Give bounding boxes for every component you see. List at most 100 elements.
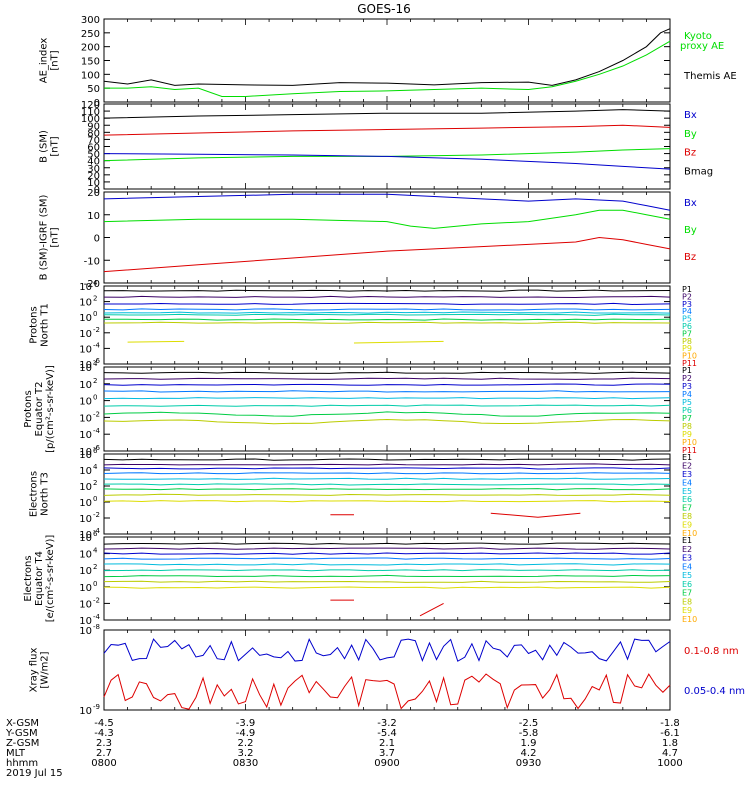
- ephem-value: 0830: [233, 758, 258, 769]
- flux-channel-line: [103, 483, 671, 486]
- legend-entry: P3: [682, 300, 692, 309]
- ephem-value: 4.2: [521, 748, 537, 759]
- flux-channel-line: [103, 586, 671, 589]
- flux-channel-line: [103, 500, 671, 503]
- legend-entry: E1: [682, 453, 692, 462]
- y-tick-exponent: 2: [93, 295, 97, 303]
- y-tick-exponent: -4: [93, 527, 101, 535]
- legend-kyoto: Kyoto: [684, 31, 712, 42]
- legend-entry: E2: [682, 545, 692, 554]
- legend-entry: E4: [682, 478, 692, 487]
- legend-entry: P3: [682, 382, 692, 391]
- y-tick-label: 10: [79, 566, 92, 577]
- y-tick-label: 100: [81, 70, 100, 81]
- y-tick-label: -20: [84, 279, 100, 290]
- legend-entry: Bz: [684, 252, 696, 263]
- y-tick-exponent: -2: [93, 326, 100, 334]
- y-tick-exponent: -4: [93, 427, 101, 435]
- y-tick-label: 110: [81, 107, 100, 118]
- y-tick-exponent: 0: [93, 580, 97, 588]
- y-axis-label: Protons: [29, 306, 40, 343]
- ephem-value: -3.2: [377, 718, 397, 729]
- legend-entry: 0.05-0.4 nm: [684, 686, 745, 697]
- y-tick-label: 10: [79, 616, 92, 627]
- y-tick-exponent: 0: [93, 394, 97, 402]
- y-tick-label: 10: [79, 380, 92, 391]
- legend-entry: E10: [682, 529, 697, 538]
- legend-entry: E6: [682, 580, 692, 589]
- panel-frame: [103, 18, 671, 103]
- y-tick-label: 10: [79, 450, 92, 461]
- flux-channel-line: [103, 383, 671, 386]
- flux-channel-line: [103, 574, 671, 578]
- ephem-value: -3.9: [236, 718, 256, 729]
- flux-channel-line: [103, 463, 671, 466]
- ephem-value: 2.2: [238, 738, 254, 749]
- y-tick-exponent: 2: [93, 377, 97, 385]
- flux-channel-line: [103, 313, 671, 316]
- y-tick-label: 10: [79, 298, 92, 309]
- legend-entry: E5: [682, 487, 692, 496]
- y-tick-label: 10: [79, 599, 92, 610]
- legend-entry: P1: [682, 285, 692, 294]
- series-bx: [103, 153, 671, 170]
- y-tick-label: 10: [79, 397, 92, 408]
- y-tick-label: 10: [79, 363, 92, 374]
- legend-entry: By: [684, 225, 697, 236]
- y-tick-exponent: -6: [93, 444, 101, 452]
- legend-entry: P11: [682, 359, 697, 368]
- flux-channel-line: [103, 580, 671, 583]
- flux-channel-line: [103, 477, 671, 480]
- xray-series-short: [103, 637, 671, 663]
- y-tick-label: 70: [87, 135, 100, 146]
- legend-entry: E6: [682, 495, 692, 504]
- series-bmag: [103, 109, 671, 119]
- legend-entry: P4: [682, 390, 692, 399]
- ephem-value: -4.9: [236, 728, 256, 739]
- y-tick-label: 10: [79, 533, 92, 544]
- legend-entry: E3: [682, 554, 692, 563]
- y-axis-label: Xray flux: [29, 648, 40, 693]
- date-label: 2019 Jul 15: [6, 768, 63, 779]
- legend-entry: By: [684, 129, 697, 140]
- flux-channel-line: [103, 302, 671, 306]
- y-tick-label: 10: [79, 498, 92, 509]
- ephem-value: 0800: [91, 758, 116, 769]
- series-by: [103, 209, 671, 229]
- flux-channel-line: [103, 311, 671, 314]
- y-tick-label: 10: [79, 530, 92, 541]
- legend-entry: P10: [682, 352, 697, 361]
- ephem-value: 3.2: [238, 748, 254, 759]
- legend-entry: E5: [682, 571, 692, 580]
- y-tick-label: 20: [87, 171, 100, 182]
- legend-entry: P2: [682, 374, 692, 383]
- legend-kyoto-2: proxy AE: [680, 41, 724, 52]
- legend-entry: P6: [682, 322, 692, 331]
- ephem-value: 2.7: [96, 748, 112, 759]
- y-axis-label: [nT]: [50, 227, 61, 247]
- y-tick-label: 30: [87, 164, 100, 175]
- y-tick-exponent: -2: [93, 410, 100, 418]
- series-by: [103, 148, 671, 162]
- y-tick-label: 0: [94, 185, 100, 196]
- legend-entry: E7: [682, 504, 692, 513]
- ephem-value: 0900: [374, 758, 399, 769]
- y-axis-label: [nT]: [50, 136, 61, 156]
- legend-entry: E1: [682, 536, 692, 545]
- ephem-value: 1.8: [662, 738, 678, 749]
- y-tick-exponent: 4: [93, 279, 98, 287]
- y-axis-label: [e/(cm²-s-sr-keV)]: [45, 535, 56, 623]
- y-tick-label: 100: [81, 114, 100, 125]
- y-tick-label: 10: [79, 706, 92, 717]
- ephem-value: -2.5: [519, 718, 539, 729]
- ephem-value: 1000: [657, 758, 682, 769]
- legend-entry: E9: [682, 521, 692, 530]
- y-tick-label: 10: [79, 583, 92, 594]
- y-axis-label: [nT]: [50, 50, 61, 70]
- panel-frame: [103, 453, 671, 535]
- y-tick-label: 10: [79, 550, 92, 561]
